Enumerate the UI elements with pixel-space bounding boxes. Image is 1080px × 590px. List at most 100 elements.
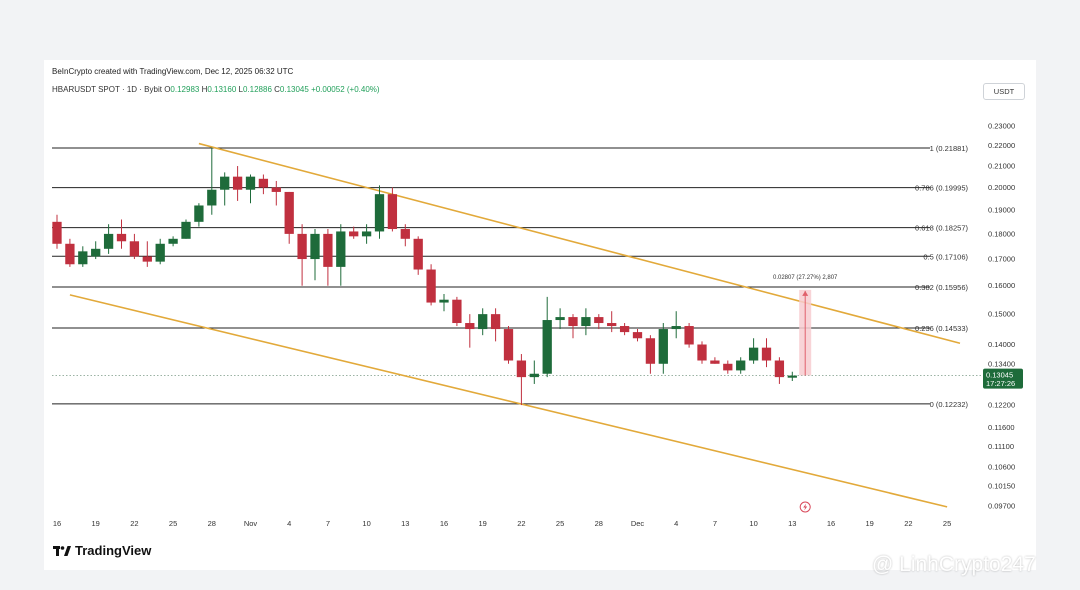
candle-body	[529, 373, 539, 378]
y-tick-label: 0.10600	[988, 462, 1015, 471]
symbol-legend: HBARUSDT SPOT · 1D · Bybit O0.12983 H 0.1…	[52, 85, 380, 94]
x-tick-label: 7	[326, 519, 330, 528]
x-tick-label: 10	[362, 519, 370, 528]
candle-body	[65, 243, 75, 265]
candle-body	[452, 299, 462, 324]
candle-body	[478, 314, 488, 330]
candle-body	[671, 326, 681, 330]
candle-body	[516, 360, 527, 378]
candle-body	[619, 326, 630, 333]
high-label: H	[201, 85, 208, 94]
candle-body	[465, 323, 475, 330]
candle-body	[594, 317, 604, 324]
candle-body	[400, 229, 410, 239]
fib-level-label: 0.382 (0.15956)	[915, 283, 968, 292]
y-tick-label: 0.19000	[988, 206, 1015, 215]
y-tick-label: 0.22000	[988, 141, 1015, 150]
candle-body	[310, 233, 320, 260]
currency-button[interactable]: USDT	[983, 83, 1025, 100]
low-value: 0.12886	[242, 85, 272, 94]
candle-body	[736, 360, 746, 371]
y-tick-label: 0.09700	[988, 502, 1015, 511]
candle-body	[361, 231, 372, 237]
open-value: 0.12983	[170, 85, 200, 94]
x-tick-label: 7	[713, 519, 717, 528]
candle-body	[297, 233, 307, 260]
candle-body	[52, 221, 62, 244]
price-tag-price: 0.13045	[986, 371, 1013, 380]
candle-body	[258, 178, 269, 188]
candle-body	[194, 205, 204, 222]
fib-level-label: 0.618 (0.18257)	[915, 224, 968, 233]
candle-body	[697, 344, 707, 361]
chart-card	[44, 60, 1036, 570]
y-tick-label: 0.16000	[988, 281, 1015, 290]
fib-level-label: 0.236 (0.14533)	[915, 324, 968, 333]
candle-body	[78, 251, 88, 265]
candle-body	[129, 241, 140, 257]
x-tick-label: Nov	[244, 519, 258, 528]
candle-body	[490, 314, 501, 330]
x-tick-label: 16	[827, 519, 835, 528]
fib-level-label: 0.786 (0.19995)	[915, 184, 968, 193]
x-tick-label: 13	[788, 519, 796, 528]
y-tick-label: 0.23000	[988, 122, 1015, 131]
x-tick-label: 22	[130, 519, 138, 528]
candle-body	[581, 317, 591, 327]
x-tick-label: 16	[53, 519, 61, 528]
x-tick-label: 25	[169, 519, 177, 528]
close-value: 0.13045	[279, 85, 309, 94]
candle-body	[555, 317, 565, 321]
x-tick-label: 19	[92, 519, 100, 528]
x-tick-label: 10	[749, 519, 757, 528]
candle-body	[684, 326, 694, 345]
attribution-text: BeInCrypto created with TradingView.com,…	[52, 67, 294, 76]
candle-body	[103, 233, 114, 249]
measure-label: 0.02807 (27.27%) 2,807	[773, 275, 838, 281]
y-tick-label: 0.10150	[988, 482, 1015, 491]
watermark: @ LinhCrypto247	[848, 553, 1036, 577]
x-tick-label: 28	[208, 519, 216, 528]
candle-body	[207, 189, 217, 206]
candle-body	[658, 329, 668, 364]
y-tick-label: 0.20000	[988, 183, 1015, 192]
y-tick-label: 0.18000	[988, 229, 1015, 238]
candle-body	[155, 243, 165, 262]
x-tick-label: Dec	[631, 519, 645, 528]
candle-body	[374, 194, 385, 232]
y-tick-label: 0.14000	[988, 340, 1015, 349]
fib-level-label: 0 (0.12232)	[930, 400, 969, 409]
watermark-text: @ LinhCrypto247	[872, 553, 1036, 576]
change-value: +0.00052 (+0.40%)	[311, 85, 380, 94]
candle-body	[426, 269, 436, 303]
candle-body	[748, 347, 759, 361]
candle-body	[503, 329, 514, 361]
measure-arrow-head	[802, 290, 809, 296]
candle-body	[774, 360, 785, 378]
candle-body	[220, 176, 230, 190]
candle-body	[761, 347, 772, 361]
candle-body	[284, 191, 294, 234]
candle-body	[271, 187, 281, 192]
open-label: O	[164, 85, 171, 94]
candle-body	[787, 375, 797, 378]
x-tick-label: 22	[904, 519, 912, 528]
candle-body	[91, 248, 101, 257]
x-tick-label: 28	[595, 519, 603, 528]
candle-body	[336, 231, 346, 267]
x-tick-label: 25	[556, 519, 564, 528]
candle-body	[710, 360, 720, 364]
candle-body	[645, 338, 656, 364]
candle-body	[542, 320, 552, 374]
y-tick-label: 0.11100	[988, 442, 1014, 451]
candle-body	[349, 231, 359, 237]
lightning-bolt	[803, 503, 808, 511]
candle-body	[632, 332, 643, 339]
y-tick-label: 0.21000	[988, 162, 1015, 171]
x-tick-label: 19	[866, 519, 874, 528]
candle-body	[568, 317, 578, 327]
tradingview-logo[interactable]: TradingView	[53, 543, 151, 558]
symbol-name[interactable]: HBARUSDT SPOT · 1D · Bybit	[52, 85, 162, 94]
candle-body	[232, 176, 243, 190]
